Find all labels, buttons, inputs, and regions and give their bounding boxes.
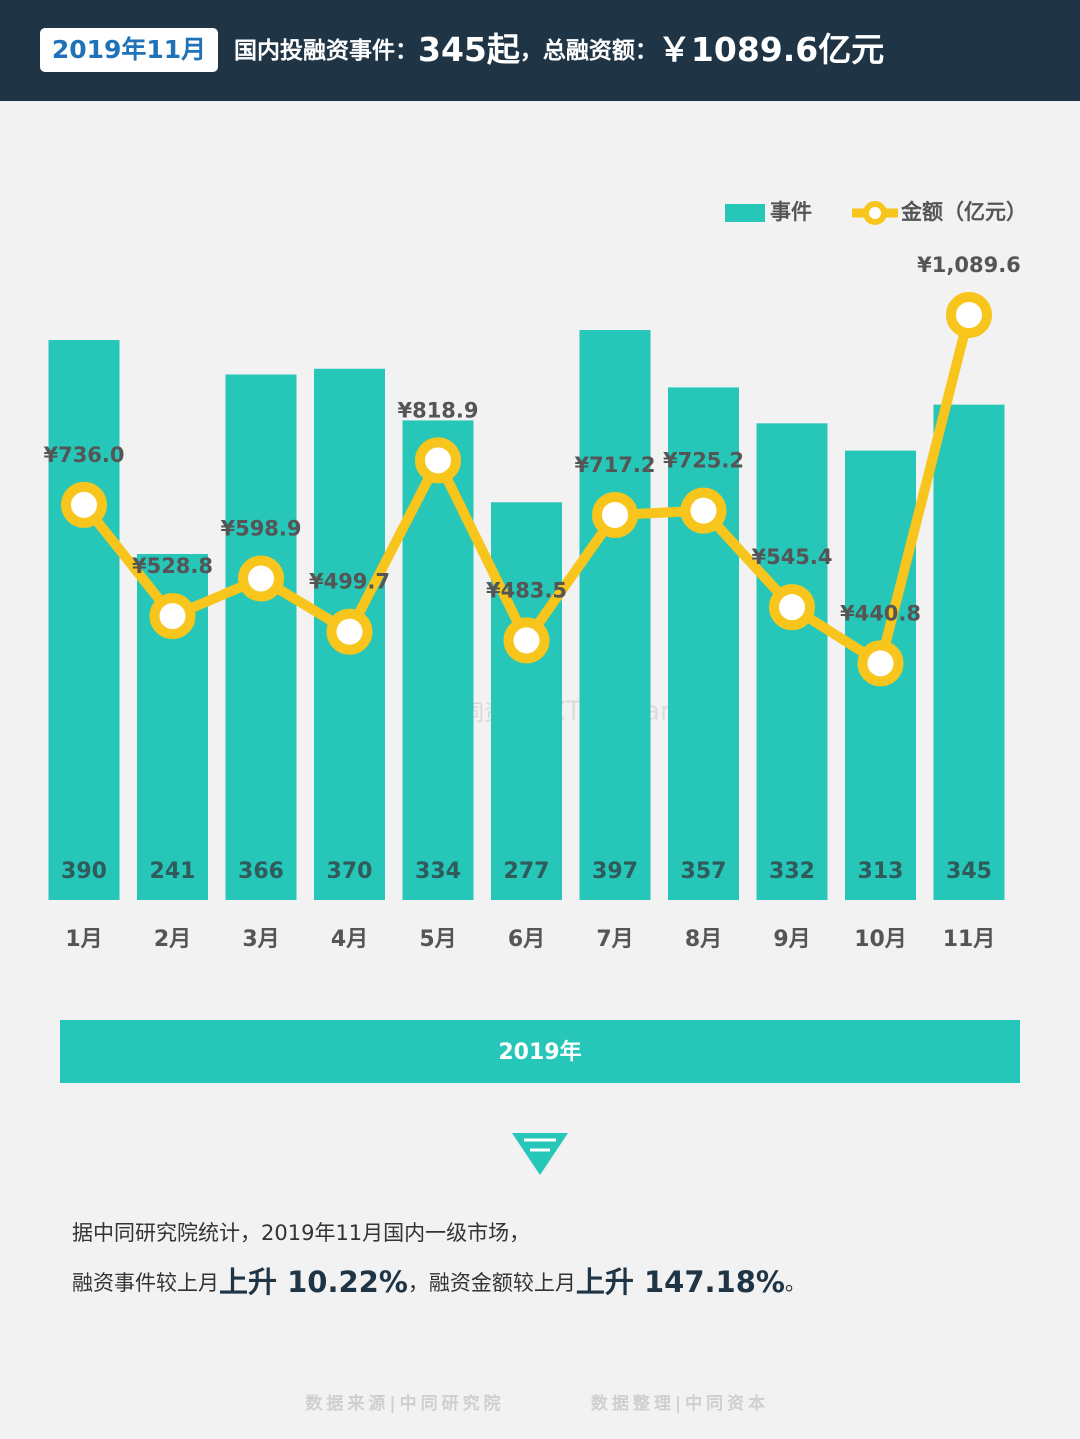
- x-tick-label: 3月: [242, 927, 279, 952]
- amount-marker: [503, 617, 550, 664]
- amount-marker: [61, 481, 107, 528]
- arrow-shape: [512, 1133, 568, 1175]
- footer-text: 数据整理|中同资本: [591, 1393, 769, 1414]
- bar-value-label: 345: [946, 859, 992, 884]
- bar: [48, 340, 120, 900]
- x-tick-label: 1月: [65, 927, 102, 952]
- bar-value-label: 334: [415, 859, 461, 884]
- bar-value-label: 313: [858, 859, 904, 884]
- amount-marker: [238, 555, 284, 602]
- footer-text: 数据来源|中同研究院: [305, 1393, 504, 1414]
- amount-value-label: ¥545.4: [751, 545, 832, 569]
- amount-value-label: ¥483.5: [486, 578, 567, 602]
- x-tick-label: 4月: [331, 927, 368, 952]
- amount-value-label: ¥1,089.6: [917, 253, 1021, 277]
- amount-value-label: ¥717.2: [574, 453, 655, 477]
- summary-line: 融资事件较上月上升 10.22%，融资金额较上月上升 147.18%。: [72, 1265, 806, 1299]
- bar-value-label: 332: [769, 859, 815, 884]
- x-label: 2019年: [498, 1039, 581, 1065]
- bar-value-label: 366: [238, 859, 284, 884]
- bar-value-label: 370: [327, 859, 373, 884]
- amount-marker: [326, 608, 373, 655]
- summary-segment: 。: [785, 1271, 806, 1295]
- amount-marker: [149, 593, 196, 640]
- amount-value-label: ¥499.7: [309, 570, 390, 594]
- bar: [491, 502, 562, 900]
- x-tick-label: 10月: [854, 927, 907, 952]
- bar-value-label: 397: [592, 859, 638, 884]
- summary-highlight: 上升 147.18%: [576, 1265, 785, 1299]
- x-tick-label: 11月: [943, 927, 996, 952]
- summary-line: 据中同研究院统计，2019年11月国内一级市场，: [72, 1221, 530, 1245]
- header-text: 国内投融资事件：345起，总融资额：￥1089.6亿元: [234, 30, 884, 69]
- bar: [756, 423, 828, 900]
- x-tick-label: 9月: [773, 927, 810, 952]
- legend-marker: [863, 201, 887, 225]
- badge: [40, 28, 218, 72]
- header-segment: 国内投融资事件：: [234, 38, 418, 64]
- legend-swatch: [725, 204, 765, 222]
- amount-marker: [857, 640, 904, 687]
- x-tick-label: 5月: [419, 927, 456, 952]
- bar: [933, 404, 1005, 900]
- legend-label: 金额（亿元）: [900, 200, 1027, 224]
- amount-value-label: ¥736.0: [43, 443, 124, 467]
- bar-value-label: 277: [504, 859, 550, 884]
- header-segment: ，总融资额：: [520, 37, 658, 64]
- arrow-icon: [512, 1133, 568, 1175]
- amount-value-label: ¥725.2: [663, 449, 744, 473]
- x-tick-label: 7月: [596, 927, 633, 952]
- summary-highlight: 上升 10.22%: [219, 1265, 408, 1299]
- x-label-banner: [60, 1020, 1020, 1083]
- bar-value-label: 357: [681, 859, 727, 884]
- header-segment: ￥1089.6亿元: [658, 30, 884, 69]
- header-segment: 345起: [418, 30, 521, 69]
- amount-value-label: ¥598.9: [220, 516, 301, 540]
- badge-text: 2019年11月: [52, 35, 206, 64]
- bar-value-label: 390: [61, 859, 107, 884]
- amount-marker: [592, 491, 638, 538]
- chart: 中同资本 ZTResearch 事件金额（亿元）3901月2412月3663月3…: [43, 200, 1027, 952]
- amount-marker: [415, 437, 461, 484]
- amount-value-label: ¥818.9: [397, 398, 478, 422]
- bar: [668, 387, 739, 900]
- summary-segment: 融资事件较上月: [72, 1271, 219, 1295]
- amount-marker: [769, 584, 815, 631]
- x-tick-label: 6月: [508, 927, 545, 952]
- amount-value-label: ¥440.8: [840, 601, 921, 625]
- bar-value-label: 241: [150, 859, 196, 884]
- bar: [225, 374, 297, 901]
- bar: [579, 330, 651, 900]
- x-tick-label: 2月: [154, 927, 191, 952]
- legend-label: 事件: [770, 200, 812, 224]
- bar: [402, 420, 474, 900]
- amount-value-label: ¥528.8: [132, 554, 213, 578]
- amount-marker: [946, 292, 992, 338]
- x-tick-label: 8月: [685, 927, 722, 952]
- amount-marker: [680, 487, 727, 534]
- summary-segment: ，融资金额较上月: [408, 1271, 576, 1295]
